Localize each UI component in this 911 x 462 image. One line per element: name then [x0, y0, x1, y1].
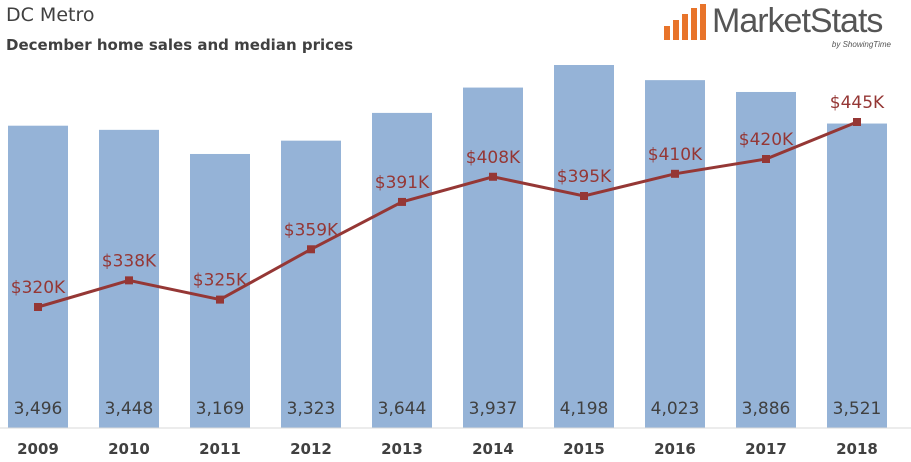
- price-marker: [489, 172, 497, 181]
- price-marker: [216, 295, 224, 304]
- x-tick-label: 2017: [745, 440, 787, 458]
- bar-2016: [645, 80, 705, 428]
- bar-value-label: 3,448: [105, 399, 154, 419]
- bar-labels-group: 3,496 3,448 3,169 3,323 3,644 3,937 4,198 4,023…: [14, 399, 882, 419]
- price-label: $395K: [557, 167, 612, 187]
- chart-subtitle: December home sales and median prices: [6, 36, 354, 54]
- price-marker: [580, 192, 588, 200]
- logo-tagline: by ShowingTime: [831, 40, 891, 49]
- x-tick-label: 2014: [472, 440, 514, 458]
- x-tick-label: 2015: [563, 440, 605, 458]
- bar-2013: [372, 112, 432, 429]
- bar-2017: [736, 91, 796, 428]
- price-label: $445K: [830, 93, 885, 113]
- bar-value-label: 4,198: [560, 399, 609, 419]
- bar-value-label: 3,496: [14, 399, 63, 419]
- x-tick-label: 2013: [381, 440, 423, 458]
- x-tick-label: 2009: [17, 440, 59, 458]
- price-label: $391K: [375, 173, 430, 193]
- price-marker: [307, 245, 315, 254]
- logo-wordmark: MarketStats: [712, 2, 883, 41]
- bar-value-label: 3,169: [196, 399, 245, 419]
- x-tick-label: 2010: [108, 440, 150, 458]
- logo-word-market: Market: [712, 2, 811, 40]
- price-label: $325K: [193, 271, 248, 291]
- bar-chart-logo-icon: [664, 4, 706, 40]
- bar-2009: [8, 125, 68, 429]
- bars-group: [8, 65, 887, 429]
- price-labels-group: $320K $338K $325K $359K $391K $408K $395K $410K…: [11, 93, 885, 298]
- price-label: $359K: [284, 220, 339, 240]
- bar-2011: [190, 153, 250, 429]
- bar-2018: [827, 123, 887, 429]
- bar-2015: [554, 65, 614, 428]
- bar-value-label: 4,023: [651, 399, 700, 419]
- x-tick-labels-group: 2009 2010 2011 2012 2013 2014 2015 2016 2017 2018: [17, 440, 878, 458]
- bar-value-label: 3,323: [287, 399, 336, 419]
- x-tick-label: 2011: [199, 440, 241, 458]
- price-marker: [34, 303, 42, 311]
- bar-value-label: 3,886: [742, 399, 791, 419]
- price-line-group: [34, 118, 861, 311]
- chart-title: DC Metro: [6, 4, 95, 26]
- logo-word-stats: Stats: [809, 2, 883, 40]
- price-marker: [853, 118, 861, 126]
- price-label: $408K: [466, 148, 521, 168]
- x-tick-label: 2016: [654, 440, 696, 458]
- price-marker: [398, 197, 406, 206]
- bar-value-label: 3,521: [833, 399, 882, 419]
- x-tick-label: 2012: [290, 440, 332, 458]
- price-marker: [762, 155, 770, 163]
- x-tick-label: 2018: [836, 440, 878, 458]
- bar-value-label: 3,644: [378, 399, 427, 419]
- price-label: $320K: [11, 278, 66, 298]
- price-label: $420K: [739, 130, 794, 150]
- price-marker: [125, 276, 133, 285]
- marketstats-logo: MarketStats by ShowingTime: [660, 0, 905, 56]
- price-label: $410K: [648, 145, 703, 165]
- bar-value-label: 3,937: [469, 399, 518, 419]
- bar-2012: [281, 140, 341, 429]
- bar-2014: [463, 87, 523, 428]
- price-marker: [671, 169, 679, 178]
- price-label: $338K: [102, 251, 157, 271]
- price-line: [37, 120, 858, 309]
